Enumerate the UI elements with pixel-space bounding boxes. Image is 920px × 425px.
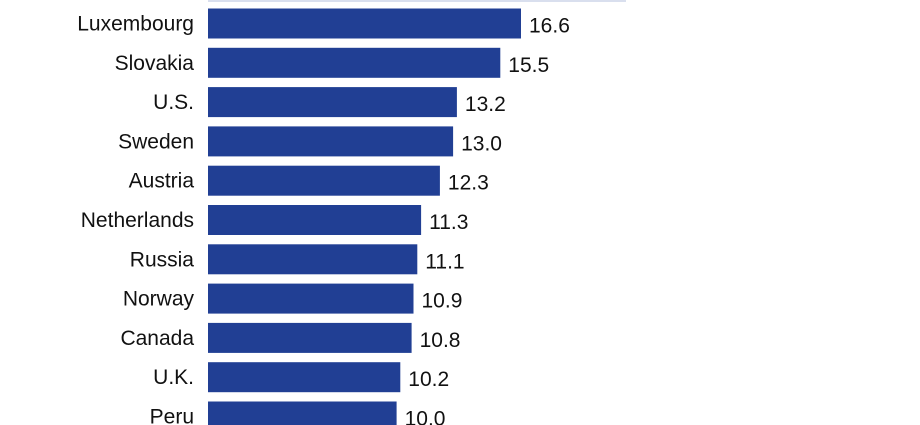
value-label-luxembourg: 16.6	[529, 15, 570, 38]
category-label-canada: Canada	[120, 327, 194, 350]
bar-russia	[208, 244, 418, 275]
bar-u-s	[208, 87, 457, 118]
bar-luxembourg	[208, 8, 521, 39]
category-label-luxembourg: Luxembourg	[77, 13, 194, 36]
value-label-russia: 11.1	[425, 250, 464, 273]
category-label-sweden: Sweden	[118, 130, 194, 153]
category-label-u-s: U.S.	[153, 91, 194, 114]
value-label-slovakia: 15.5	[508, 54, 549, 77]
value-label-u-s: 13.2	[465, 93, 506, 116]
category-label-austria: Austria	[129, 170, 195, 193]
value-label-austria: 12.3	[448, 172, 489, 195]
value-label-canada: 10.8	[420, 329, 461, 352]
bars-group	[208, 8, 521, 425]
category-label-russia: Russia	[130, 248, 195, 271]
value-label-norway: 10.9	[422, 290, 463, 313]
bar-canada	[208, 322, 412, 353]
top-rule	[208, 0, 626, 2]
category-labels-group: Luxembourg Slovakia U.S. Sweden Austria Nethe…	[77, 13, 194, 425]
bar-sweden	[208, 126, 454, 157]
bar-slovakia	[208, 47, 501, 78]
value-label-netherlands: 11.3	[429, 211, 468, 234]
category-label-slovakia: Slovakia	[115, 52, 195, 75]
category-label-u-k: U.K.	[153, 366, 194, 389]
category-label-netherlands: Netherlands	[81, 209, 194, 232]
bar-netherlands	[208, 205, 422, 235]
category-label-norway: Norway	[123, 288, 195, 311]
value-labels-group: 16.6 15.513.2 13.0 12.3 11.3 11.1 10.9 10.8 10.2…	[405, 15, 570, 425]
value-label-peru: 10.0	[405, 408, 446, 425]
value-label-sweden: 13.0	[461, 132, 502, 155]
category-label-peru: Peru	[150, 406, 194, 425]
bar-norway	[208, 283, 414, 314]
value-label-u-k: 10.2	[408, 368, 449, 391]
bar-peru	[208, 401, 397, 425]
bar-austria	[208, 165, 440, 196]
bar-u-k	[208, 362, 401, 393]
